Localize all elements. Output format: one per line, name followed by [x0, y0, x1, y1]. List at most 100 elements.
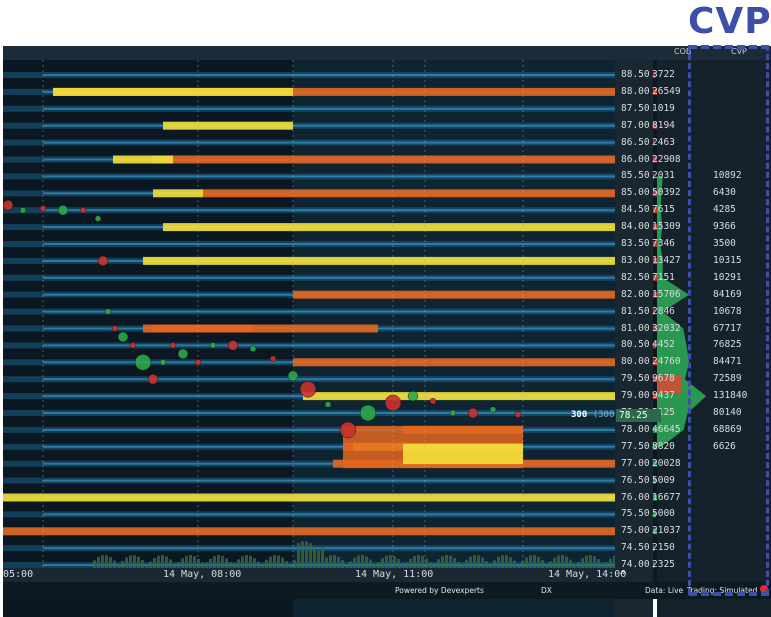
price-level-1[interactable]: 88.00	[621, 85, 650, 97]
volume-bar	[373, 563, 376, 568]
volume-bar	[477, 555, 480, 568]
volume-bar	[361, 555, 364, 568]
cob-volume: 1019	[652, 102, 675, 114]
column-header-bar: COB CVP	[3, 46, 771, 60]
price-level-16[interactable]: 80.50	[621, 339, 650, 351]
liquidity-wall	[293, 358, 615, 367]
cob-bar	[653, 173, 655, 180]
volume-bar	[553, 557, 556, 568]
liquidity-band-core	[43, 344, 615, 347]
volume-bar	[445, 555, 448, 568]
price-level-12[interactable]: 82.50	[621, 271, 650, 283]
cvp-value: 10291	[713, 271, 742, 283]
price-level-11[interactable]: 83.00	[621, 254, 650, 266]
volume-bar	[421, 555, 424, 568]
price-level-4[interactable]: 86.50	[621, 136, 650, 148]
price-level-21[interactable]: 78.00	[621, 423, 650, 435]
trade-bubble	[429, 397, 437, 405]
cob-bar	[653, 257, 657, 264]
scroll-up-button[interactable]: ^	[619, 570, 628, 581]
volume-bar	[565, 556, 568, 568]
price-level-2[interactable]: 87.50	[621, 102, 650, 114]
annotation-box-bottom	[689, 592, 769, 596]
cob-volume: 2325	[652, 559, 675, 571]
cob-column-header[interactable]: COB	[674, 47, 692, 56]
trade-bubble	[227, 340, 239, 351]
volume-bar	[197, 558, 200, 568]
price-level-17[interactable]: 80.00	[621, 356, 650, 368]
trade-bubble	[514, 411, 522, 418]
trade-bubble	[299, 381, 317, 398]
volume-bar	[589, 555, 592, 568]
cob-volume: 26549	[652, 85, 681, 97]
cvp-value: 84471	[713, 356, 742, 368]
cob-bar	[653, 443, 657, 450]
volume-bar	[157, 555, 160, 568]
cob-volume: 15309	[652, 221, 681, 233]
trade-bubble	[449, 409, 457, 417]
price-level-18[interactable]: 79.50	[621, 373, 650, 385]
price-level-8[interactable]: 84.50	[621, 204, 650, 216]
volume-bar	[473, 555, 476, 568]
cob-bar	[653, 460, 657, 467]
price-level-6[interactable]: 85.50	[621, 170, 650, 182]
trade-bubble	[249, 345, 257, 352]
price-level-25[interactable]: 76.00	[621, 491, 650, 503]
volume-bar	[265, 559, 268, 568]
price-level-29[interactable]: 74.00	[621, 559, 650, 571]
volume-bar	[341, 560, 344, 568]
liquidity-band-core	[43, 547, 615, 550]
cvp-column-header[interactable]: CVP	[731, 47, 747, 56]
price-level-26[interactable]: 75.50	[621, 508, 650, 520]
footer-bar: Powered by Devexperts DX Data: Live Trad…	[3, 582, 771, 599]
price-level-28[interactable]: 74.50	[621, 542, 650, 554]
time-axis[interactable]: 05:00 14 May, 08:00 14 May, 11:00 14 May, 1…	[3, 568, 626, 582]
liquidity-wall	[143, 324, 378, 333]
volume-bar	[509, 557, 512, 568]
cob-bar	[653, 477, 657, 484]
volume-bar	[585, 555, 588, 568]
trade-bubble	[359, 404, 377, 422]
price-level-19[interactable]: 79.00	[621, 390, 650, 402]
volume-bar	[233, 563, 236, 568]
trade-bubble	[57, 204, 69, 216]
volume-bar	[337, 556, 340, 568]
cob-bar	[653, 139, 655, 146]
price-level-3[interactable]: 87.00	[621, 119, 650, 131]
price-level-10[interactable]: 83.50	[621, 238, 650, 249]
liquidity-wall	[293, 290, 615, 299]
cob-bar	[653, 511, 657, 518]
price-level-27[interactable]: 75.00	[621, 525, 650, 537]
liquidity-band-core	[43, 74, 615, 76]
volume-bar	[449, 555, 452, 568]
cob-volume: 2150	[652, 542, 675, 554]
price-level-22[interactable]: 77.50	[621, 440, 650, 452]
heatmap-chart[interactable]	[3, 60, 615, 617]
price-level-14[interactable]: 81.50	[621, 305, 650, 317]
price-scale[interactable]	[615, 60, 653, 617]
cob-volume: 5125	[652, 407, 675, 418]
cob-volume: 16677	[652, 491, 681, 503]
cvp-profile	[657, 60, 771, 617]
trade-bubble	[177, 348, 189, 360]
price-level-7[interactable]: 85.00	[621, 187, 650, 199]
cob-volume: 21037	[652, 525, 681, 537]
price-level-9[interactable]: 84.00	[621, 221, 650, 233]
volume-bar	[301, 541, 304, 568]
trade-bubble	[467, 407, 479, 419]
cob-bar	[653, 494, 657, 501]
price-level-5[interactable]: 86.00	[621, 153, 650, 165]
price-level-24[interactable]: 76.50	[621, 474, 650, 486]
volume-bar	[545, 564, 548, 568]
cob-bar	[653, 122, 657, 129]
price-level-15[interactable]: 81.00	[621, 322, 650, 334]
price-level-0[interactable]: 88.50	[621, 69, 650, 80]
cob-bar	[653, 393, 657, 400]
volume-bar	[101, 555, 104, 568]
cob-volume: 9678	[652, 373, 675, 385]
volume-bar	[309, 543, 312, 568]
price-level-23[interactable]: 77.00	[621, 457, 650, 469]
cob-volume: 50392	[652, 187, 681, 199]
volume-bar	[453, 558, 456, 568]
price-level-13[interactable]: 82.00	[621, 288, 650, 300]
